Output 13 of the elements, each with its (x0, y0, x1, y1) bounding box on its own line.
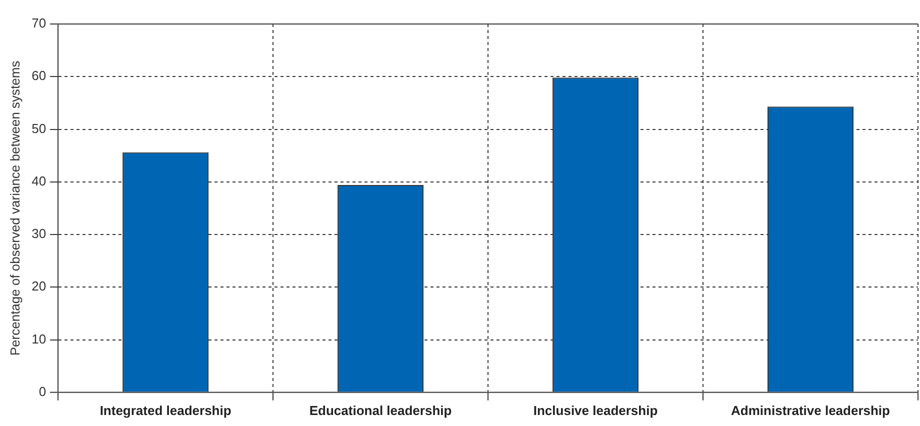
y-tick-label: 50 (32, 120, 46, 136)
y-tick-label: 70 (32, 16, 46, 31)
y-axis-title: Percentage of observed variance between systems (7, 60, 22, 356)
y-tick-label: 40 (32, 173, 46, 188)
y-tick-label: 60 (32, 68, 46, 84)
x-tick-label: Administrative leadership (731, 402, 890, 418)
x-tick-label: Educational leadership (309, 402, 452, 418)
y-tick-label: 0 (38, 384, 46, 399)
y-tick-label: 10 (32, 331, 46, 346)
x-tick-label: Integrated leadership (100, 402, 232, 418)
y-tick-label: 20 (32, 278, 46, 294)
x-tick-label: Inclusive leadership (533, 402, 658, 418)
y-tick-label: 30 (32, 226, 46, 242)
